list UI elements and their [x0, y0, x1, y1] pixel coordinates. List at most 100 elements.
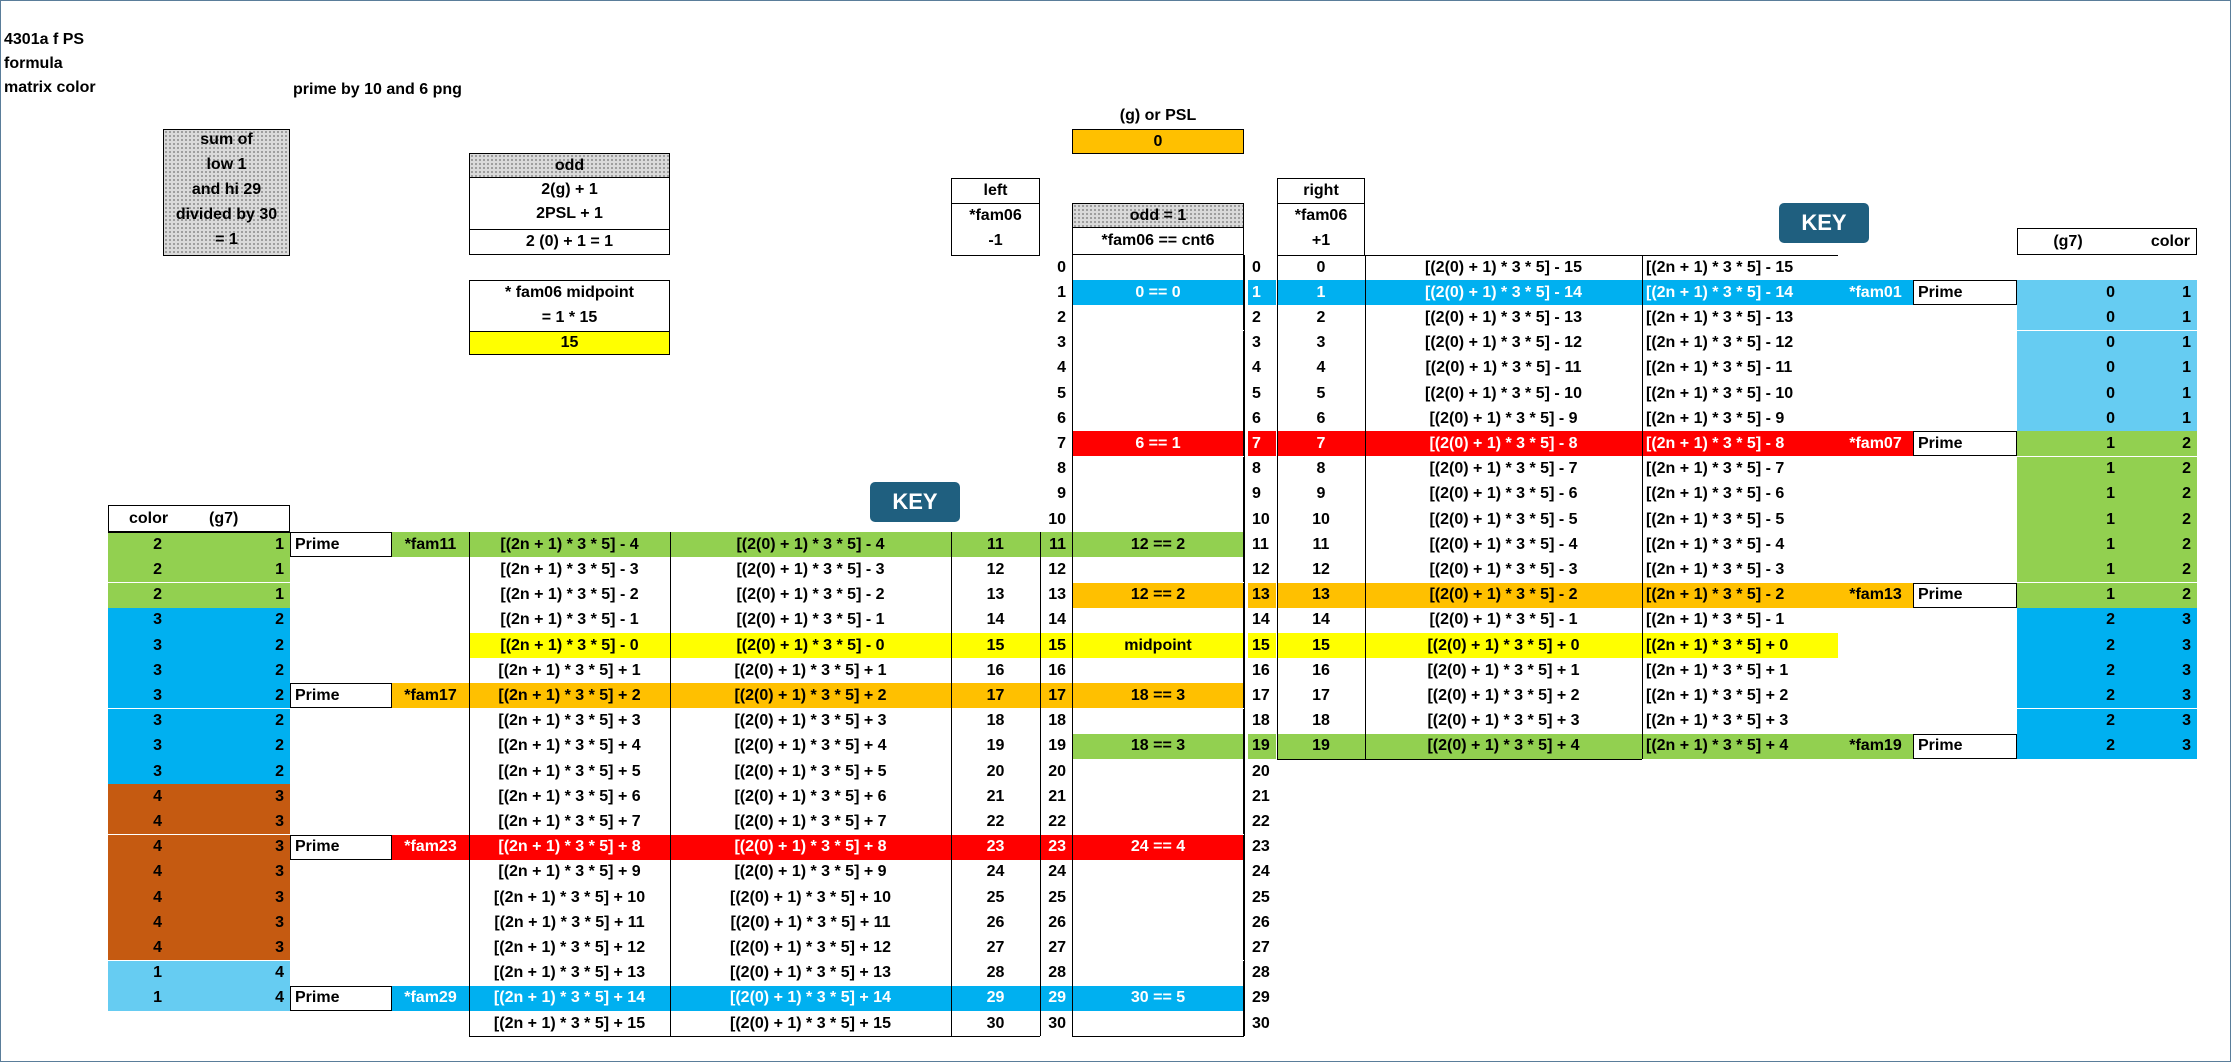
key-button-left[interactable]: KEY — [870, 482, 960, 522]
left-color-value: 3 — [108, 733, 168, 759]
right-general-formula: [(2n + 1) * 3 * 5] - 14 — [1642, 280, 1838, 306]
row-index-left: 13 — [1048, 586, 1066, 604]
left-general-formula: [(2n + 1) * 3 * 5] + 6 — [498, 787, 641, 805]
row-index-right-a: 5 — [1252, 384, 1261, 402]
left-legend-g7-label: (g7) — [209, 510, 239, 527]
left-index-a: 25 — [986, 888, 1005, 906]
left-formula: [(2(0) + 1) * 3 * 5] + 9 — [734, 863, 887, 881]
left-g7-value: 2 — [168, 658, 290, 684]
left-index-a: 11 — [951, 532, 1040, 558]
left-color-value: 4 — [108, 859, 168, 885]
row-index-right-a: 6 — [1252, 409, 1261, 427]
center-status-cell — [1072, 885, 1244, 910]
row-index-right-b: 16 — [1312, 661, 1330, 679]
left-formula: [(2(0) + 1) * 3 * 5] + 14 — [670, 985, 951, 1011]
table-row: 8 8 8 [(2(0) + 1) * 3 * 5] - 7 [(2n + 1) * 3… — [0, 456, 2233, 482]
left-legend-header: color (g7) — [108, 505, 290, 532]
right-color-value: 1 — [2121, 355, 2197, 381]
table-border — [1365, 255, 1366, 759]
sheet-title: 4301a f PS — [4, 31, 85, 48]
table-border — [1244, 255, 1245, 1037]
row-index-left: 14 — [1048, 611, 1066, 629]
row-index-left: 19 — [1048, 737, 1066, 755]
row-index-left: 4 — [1057, 359, 1066, 377]
row-index-right-a: 23 — [1252, 838, 1270, 856]
odd-box: odd 2(g) + 1 2PSL + 1 2 (0) + 1 = 1 — [469, 153, 670, 255]
row-index-left: 3 — [1057, 334, 1066, 352]
left-general-formula: [(2n + 1) * 3 * 5] - 1 — [500, 611, 639, 629]
left-color-value: 2 — [108, 557, 168, 583]
center-status-cell — [1072, 784, 1244, 810]
center-status-cell — [1072, 809, 1244, 835]
right-formula: [(2(0) + 1) * 3 * 5] - 4 — [1429, 535, 1578, 553]
left-index-a: 27 — [986, 938, 1005, 956]
left-general-formula: [(2n + 1) * 3 * 5] + 7 — [498, 812, 641, 830]
right-formula: [(2(0) + 1) * 3 * 5] + 4 — [1365, 733, 1642, 759]
right-general-formula: [(2n + 1) * 3 * 5] - 7 — [1646, 460, 1785, 478]
right-formula: [(2(0) + 1) * 3 * 5] - 12 — [1425, 334, 1582, 352]
right-g7-value: 1 — [2017, 557, 2121, 583]
row-index-left: 9 — [1057, 485, 1066, 503]
left-g7-value: 3 — [168, 910, 290, 936]
key-button-right[interactable]: KEY — [1779, 203, 1869, 243]
midpoint-box-line-2: = 1 * 15 — [541, 309, 598, 326]
row-index-left: 5 — [1057, 384, 1066, 402]
center-status-cell: 18 == 3 — [1072, 733, 1244, 759]
right-general-formula: [(2n + 1) * 3 * 5] + 2 — [1646, 686, 1789, 704]
right-color-value: 1 — [2121, 330, 2197, 356]
left-general-formula: [(2n + 1) * 3 * 5] + 3 — [498, 712, 641, 730]
center-status-cell — [1072, 607, 1244, 633]
left-index-a: 14 — [986, 611, 1005, 629]
gpsl-value[interactable]: 0 — [1072, 129, 1244, 154]
right-general-formula: [(2n + 1) * 3 * 5] - 11 — [1646, 359, 1793, 377]
right-formula: [(2(0) + 1) * 3 * 5] - 9 — [1429, 409, 1578, 427]
right-color-value: 1 — [2121, 305, 2197, 331]
row-index-left: 16 — [1048, 661, 1066, 679]
sum-line-1: sum of — [200, 131, 253, 148]
left-formula: [(2(0) + 1) * 3 * 5] - 4 — [670, 532, 951, 558]
left-general-formula: [(2n + 1) * 3 * 5] + 13 — [493, 964, 646, 982]
row-index-left: 24 — [1048, 863, 1066, 881]
center-status-cell — [1072, 658, 1244, 684]
left-prime-label: Prime — [290, 532, 392, 558]
table-row: 9 9 9 [(2(0) + 1) * 3 * 5] - 6 [(2n + 1) * 3… — [0, 481, 2233, 507]
left-color-value: 4 — [108, 784, 168, 810]
midpoint-box-value: 15 — [470, 331, 669, 354]
row-index-right-b: 14 — [1312, 611, 1330, 629]
right-g7-value: 0 — [2017, 305, 2121, 331]
left-index-a: 22 — [986, 812, 1005, 830]
row-index-right-a: 0 — [1252, 258, 1261, 276]
row-index-left: 6 — [1057, 409, 1066, 427]
right-general-formula: [(2n + 1) * 3 * 5] + 0 — [1642, 633, 1838, 658]
sheet-subtitle-matrix: matrix color — [4, 79, 96, 96]
table-row: 25 25 4 3 [(2n + 1) * 3 * 5] + 10 [(2(0) + 1)… — [0, 885, 2233, 910]
table-border — [1642, 255, 1643, 759]
row-index-left: 26 — [1048, 913, 1066, 931]
table-row: 13 12 == 2 13 13 [(2(0) + 1) * 3 * 5] - 2 [(2… — [0, 582, 2233, 608]
left-index-a: 18 — [986, 712, 1005, 730]
left-color-value: 1 — [108, 985, 168, 1011]
right-formula: [(2(0) + 1) * 3 * 5] + 2 — [1427, 686, 1580, 704]
right-formula: [(2(0) + 1) * 3 * 5] + 3 — [1427, 712, 1580, 730]
left-formula: [(2(0) + 1) * 3 * 5] + 2 — [670, 683, 951, 709]
row-index-right-a: 20 — [1252, 762, 1270, 780]
table-row: 12 12 12 [(2(0) + 1) * 3 * 5] - 3 [(2n + 1) … — [0, 557, 2233, 583]
left-general-formula: [(2n + 1) * 3 * 5] - 4 — [469, 532, 670, 558]
left-index-b: 29 — [1040, 985, 1072, 1011]
right-formula: [(2(0) + 1) * 3 * 5] - 14 — [1365, 280, 1642, 306]
row-index-right-a: 25 — [1252, 888, 1270, 906]
sum-line-2: low 1 — [206, 156, 247, 173]
table-row: 18 18 18 [(2(0) + 1) * 3 * 5] + 3 [(2n + 1) … — [0, 708, 2233, 734]
row-index-right-a: 13 — [1248, 582, 1276, 608]
left-index-b: 15 — [1040, 633, 1072, 658]
sheet-description: prime by 10 and 6 png — [293, 81, 462, 98]
left-g7-value: 3 — [168, 809, 290, 835]
table-border — [1072, 255, 1073, 1037]
row-index-right-a: 27 — [1252, 938, 1270, 956]
row-index-right-b: 15 — [1277, 633, 1365, 658]
left-family-label: *fam11 — [392, 532, 469, 558]
table-row: 0 0 0 [(2(0) + 1) * 3 * 5] - 15 [(2n + 1) * … — [0, 255, 2233, 280]
